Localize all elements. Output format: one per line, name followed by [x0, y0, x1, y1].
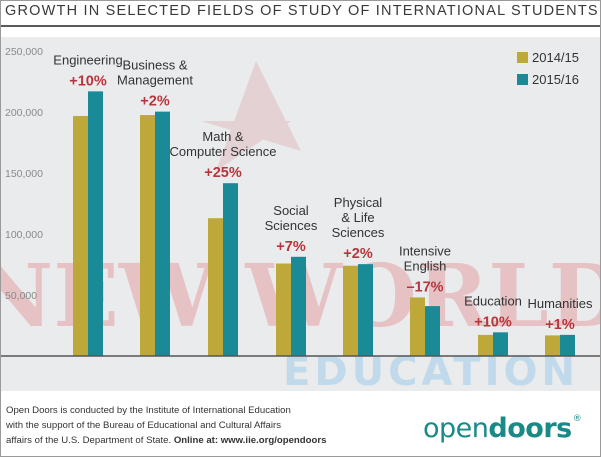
category-label: Humanities: [527, 296, 593, 311]
bar-2015-16: [155, 111, 170, 356]
legend-swatch: [517, 52, 528, 63]
legend-label: 2014/15: [532, 50, 579, 65]
change-label: +10%: [69, 73, 107, 89]
footer-online-link[interactable]: Online at: www.iie.org/opendoors: [173, 435, 327, 446]
registered-mark: ®: [572, 414, 582, 424]
category-label: Education: [464, 293, 522, 308]
bar-2014-15: [545, 335, 560, 356]
bar-2014-15: [140, 115, 155, 356]
bar-2015-16: [291, 256, 306, 356]
bar-2014-15: [73, 115, 88, 356]
y-tick-label: 200,000: [5, 107, 43, 119]
opendoors-logo: opendoors®: [423, 413, 582, 444]
bar-2015-16: [425, 306, 440, 356]
category-label: Math &: [202, 129, 244, 144]
footer-line-2: with the support of the Bureau of Educat…: [6, 420, 282, 431]
bar-2015-16: [88, 91, 103, 356]
category-label: Sciences: [265, 218, 318, 233]
change-label: –17%: [406, 279, 443, 295]
change-label: +2%: [140, 94, 170, 110]
footer-note: Open Doors is conducted by the Institute…: [6, 403, 336, 448]
y-tick-label: 100,000: [5, 229, 43, 241]
change-label: +10%: [474, 314, 512, 330]
category-label: Management: [117, 73, 193, 88]
bar-2014-15: [478, 334, 493, 356]
change-label: +2%: [343, 246, 373, 262]
chart-title: GROWTH IN SELECTED FIELDS OF STUDY OF IN…: [5, 3, 599, 19]
category-label: Engineering: [53, 52, 122, 67]
category-label: English: [404, 258, 447, 273]
bar-2014-15: [276, 263, 291, 356]
bar-2014-15: [343, 265, 358, 356]
footer-line-1: Open Doors is conducted by the Institute…: [6, 405, 291, 416]
bar-2015-16: [223, 183, 238, 356]
bar-2015-16: [493, 332, 508, 356]
legend-label: 2015/16: [532, 72, 579, 87]
category-label: & Life: [341, 210, 374, 225]
bar-2014-15: [410, 297, 425, 356]
title-divider: [1, 25, 600, 27]
logo-part-open: open: [423, 413, 489, 444]
category-label: Intensive: [399, 243, 451, 258]
category-label: Physical: [334, 195, 383, 210]
footer-line-3: affairs of the U.S. Department of State.: [6, 435, 172, 446]
change-label: +25%: [204, 165, 242, 181]
y-tick-label: 250,000: [5, 46, 43, 58]
bar-chart: 250,000 200,000 150,000 100,000 50,000 Engin…: [1, 46, 600, 357]
bar-2014-15: [208, 218, 223, 356]
bar-2015-16: [358, 264, 373, 356]
y-tick-label: 150,000: [5, 168, 43, 180]
change-label: +7%: [276, 239, 306, 255]
change-label: +1%: [545, 317, 575, 333]
category-label: Social: [273, 203, 309, 218]
category-label: Sciences: [332, 225, 385, 240]
category-label: Business &: [122, 58, 187, 73]
bar-2015-16: [560, 334, 575, 356]
category-label: Computer Science: [170, 144, 277, 159]
legend-swatch: [517, 74, 528, 85]
logo-part-doors: doors: [488, 413, 572, 444]
y-tick-label: 50,000: [5, 290, 37, 302]
